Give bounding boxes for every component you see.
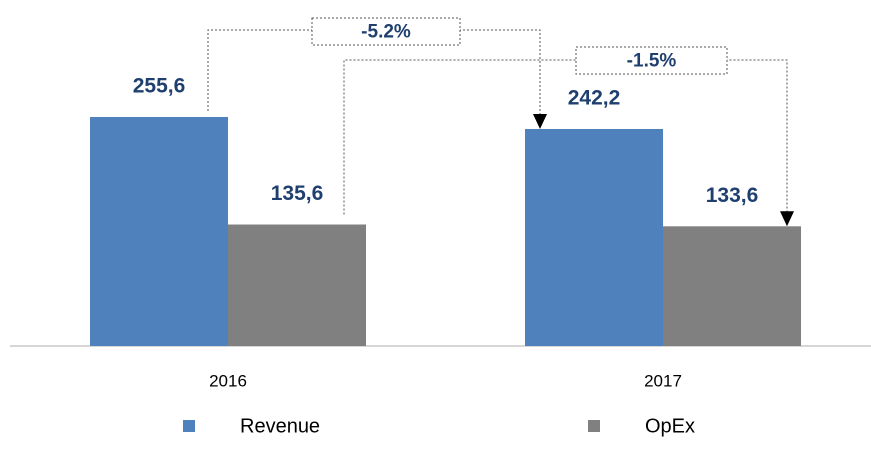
bar <box>228 224 366 346</box>
legend-swatch <box>183 420 195 432</box>
annotation-box <box>311 17 461 46</box>
annotation: -1.5% <box>627 51 677 72</box>
annotation-box <box>575 46 728 75</box>
value-label: 255,6 <box>133 75 186 98</box>
arrow-head <box>533 113 547 129</box>
legend-swatch <box>588 420 600 432</box>
legend-label: Revenue <box>240 415 320 437</box>
x-tick-label: 2016 <box>209 371 247 390</box>
bar <box>90 116 228 347</box>
value-label: 133,6 <box>706 184 759 207</box>
connector <box>343 59 788 215</box>
connector <box>207 29 541 115</box>
arrow-head <box>780 211 794 227</box>
bar <box>663 226 801 346</box>
x-tick-label: 2017 <box>644 371 682 390</box>
bar <box>525 128 663 346</box>
legend-label: OpEx <box>645 415 695 437</box>
value-label: 135,6 <box>271 182 324 205</box>
annotation: -5.2% <box>361 22 411 43</box>
value-label: 242,2 <box>568 87 621 110</box>
